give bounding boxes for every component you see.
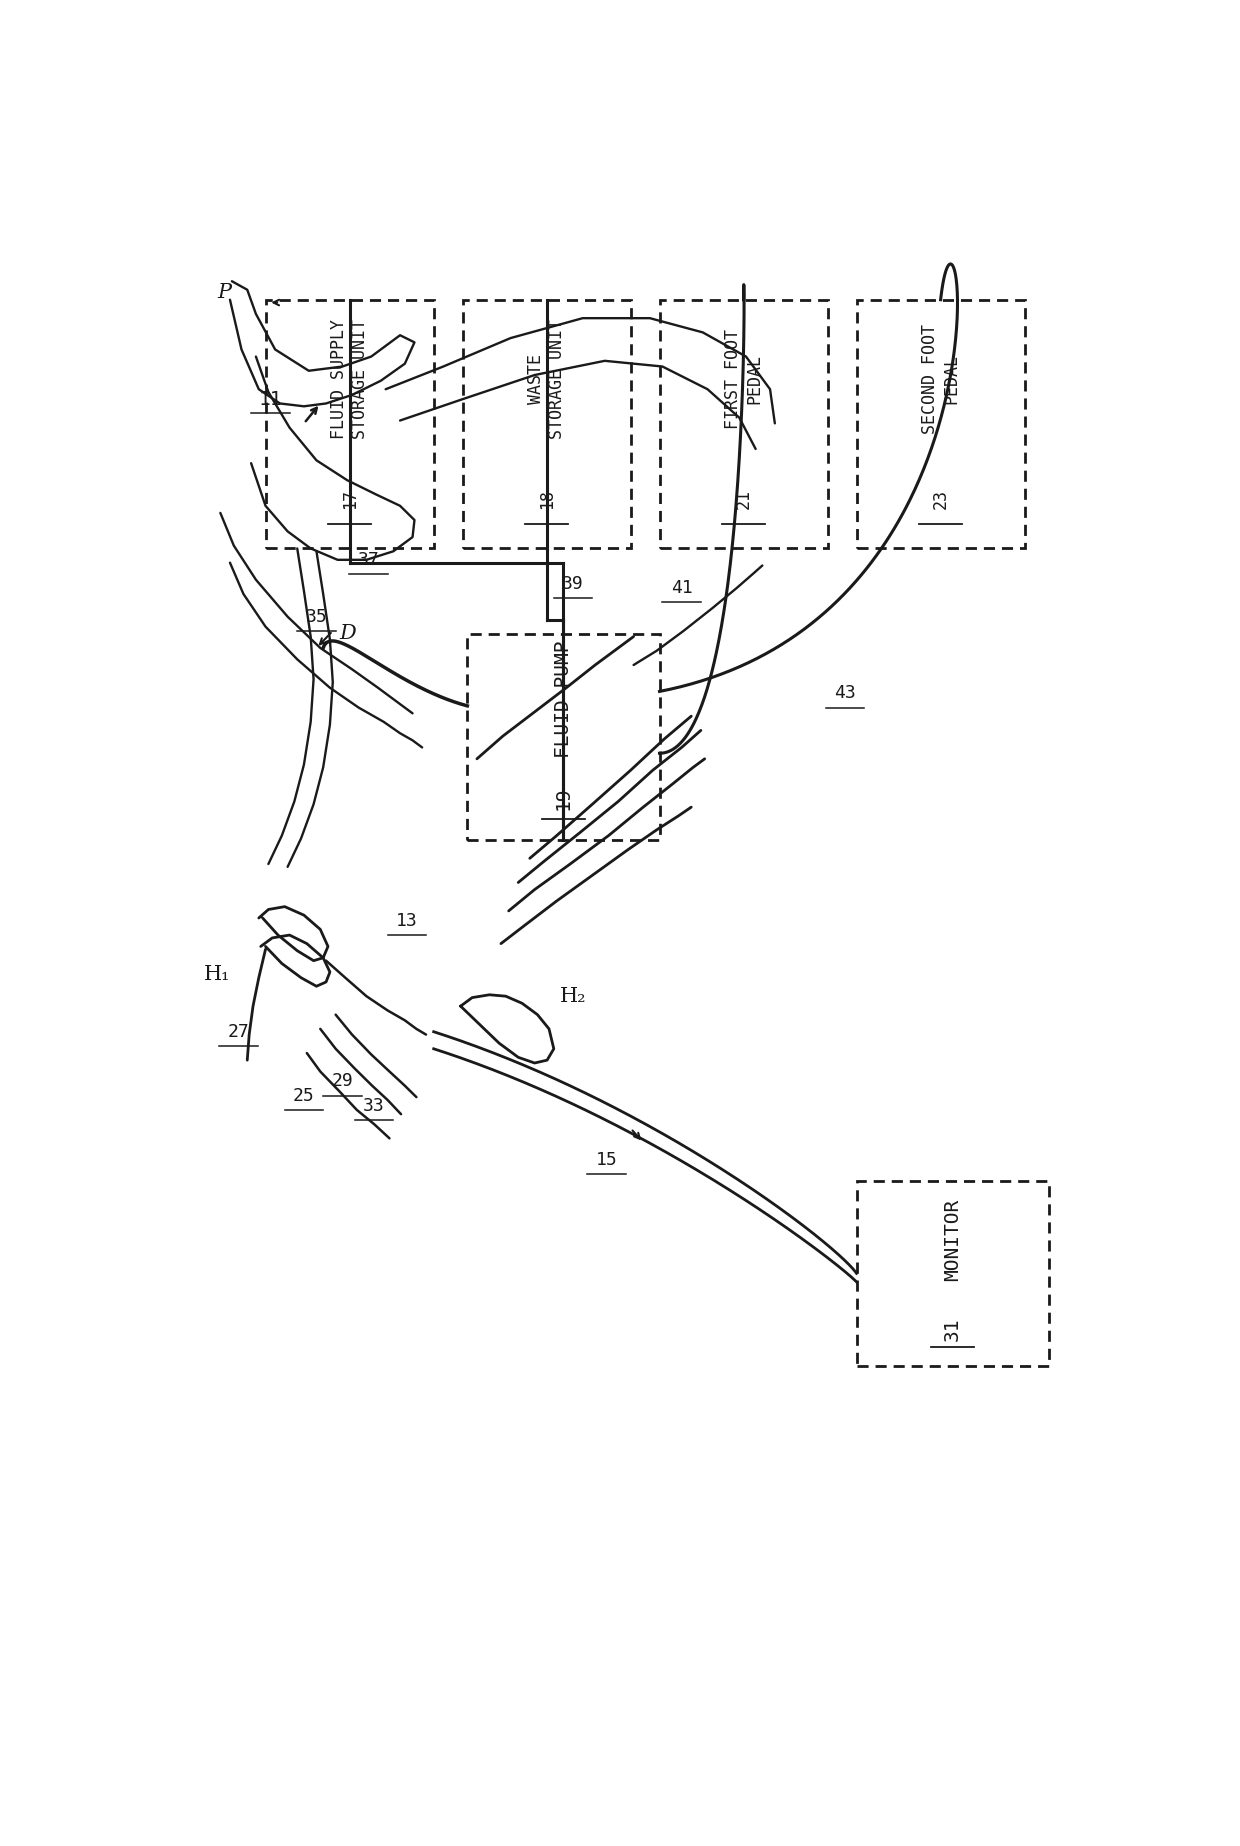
Text: P: P: [217, 282, 231, 303]
Text: 15: 15: [595, 1150, 618, 1169]
FancyBboxPatch shape: [463, 299, 631, 548]
Text: MONITOR: MONITOR: [944, 1200, 962, 1281]
Text: 37: 37: [357, 550, 379, 569]
Text: 19: 19: [554, 786, 573, 810]
Text: 35: 35: [305, 607, 327, 626]
Text: 23: 23: [931, 489, 950, 509]
Text: 27: 27: [228, 1023, 249, 1041]
Text: 25: 25: [293, 1087, 315, 1104]
FancyBboxPatch shape: [265, 299, 434, 548]
Text: 17: 17: [341, 489, 358, 509]
Text: 13: 13: [396, 912, 418, 930]
Text: FIRST FOOT
PEDAL: FIRST FOOT PEDAL: [724, 329, 764, 430]
FancyBboxPatch shape: [857, 1181, 1049, 1366]
Text: H₁: H₁: [205, 965, 231, 984]
FancyBboxPatch shape: [660, 299, 828, 548]
Text: 39: 39: [562, 574, 584, 593]
Text: 33: 33: [363, 1097, 384, 1115]
Text: 43: 43: [835, 685, 856, 703]
Text: 11: 11: [259, 390, 281, 408]
Text: 29: 29: [331, 1073, 353, 1091]
Text: 31: 31: [944, 1316, 962, 1340]
Text: SECOND FOOT
PEDAL: SECOND FOOT PEDAL: [921, 325, 960, 434]
Text: D: D: [339, 624, 356, 642]
FancyBboxPatch shape: [467, 633, 660, 840]
Text: 18: 18: [538, 489, 556, 509]
Text: 41: 41: [671, 580, 692, 598]
FancyBboxPatch shape: [857, 299, 1024, 548]
Text: FLUID PUMP: FLUID PUMP: [554, 641, 573, 759]
Text: FLUID SUPPLY
STORAGE UNIT: FLUID SUPPLY STORAGE UNIT: [330, 319, 370, 439]
Text: 21: 21: [734, 489, 753, 509]
Text: H₂: H₂: [559, 988, 587, 1006]
Text: WASTE
STORAGE UNIT: WASTE STORAGE UNIT: [527, 319, 567, 439]
